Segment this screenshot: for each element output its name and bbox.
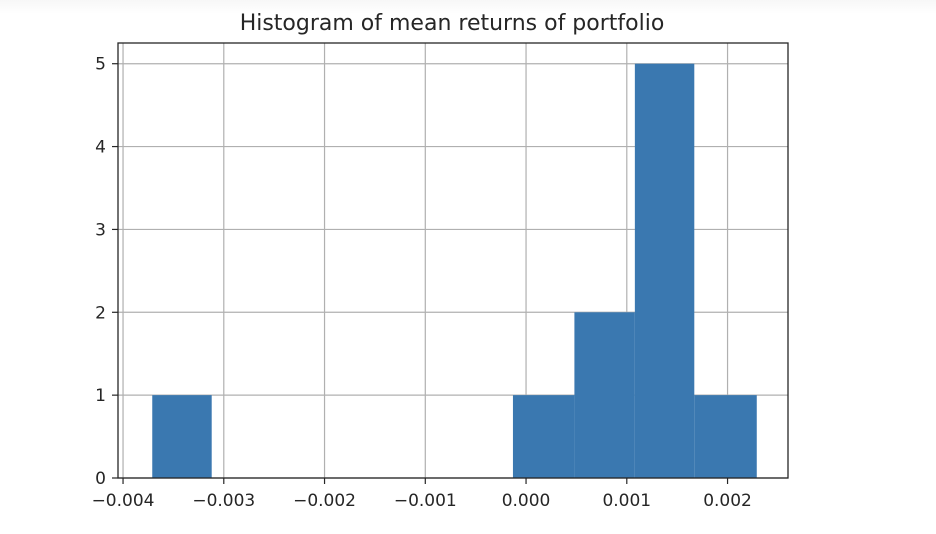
histogram-bar-8 bbox=[634, 63, 695, 478]
histogram-bar-0 bbox=[152, 395, 212, 478]
y-tick-label-5: 5 bbox=[95, 55, 106, 75]
x-tick-label-3: −0.001 bbox=[394, 491, 457, 511]
y-tick-label-3: 3 bbox=[95, 220, 106, 240]
bars-layer bbox=[152, 63, 757, 478]
chart-title: Histogram of mean returns of portfolio bbox=[240, 11, 665, 36]
y-tick-label-0: 0 bbox=[95, 469, 106, 489]
ticks-layer: −0.004 −0.003 −0.002 −0.001 0.000 0.001 0.002 0… bbox=[92, 55, 752, 511]
x-tick-label-1: −0.003 bbox=[192, 491, 255, 511]
x-tick-label-6: 0.002 bbox=[703, 491, 752, 511]
y-tick-label-1: 1 bbox=[95, 386, 106, 406]
top-shadow bbox=[0, 0, 936, 14]
x-tick-label-0: −0.004 bbox=[92, 491, 155, 511]
x-tick-label-4: 0.000 bbox=[502, 491, 551, 511]
x-tick-label-2: −0.002 bbox=[293, 491, 356, 511]
x-tick-label-5: 0.001 bbox=[602, 491, 651, 511]
histogram-bar-7 bbox=[574, 312, 635, 478]
histogram-bar-9 bbox=[694, 395, 757, 478]
histogram-bar-6 bbox=[512, 395, 575, 478]
y-tick-label-2: 2 bbox=[95, 303, 106, 323]
y-tick-label-4: 4 bbox=[95, 138, 106, 158]
plot-frame bbox=[117, 42, 789, 479]
